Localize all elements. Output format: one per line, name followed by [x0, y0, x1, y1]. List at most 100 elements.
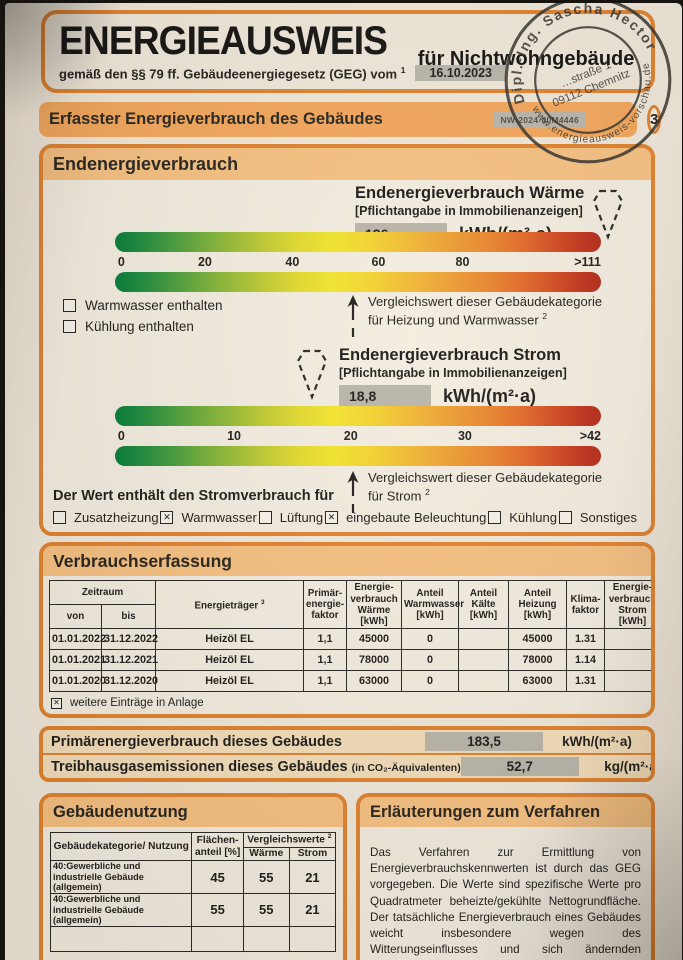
col-header-ev-strom: Energie-verbrauch Strom [kWh]	[604, 580, 651, 630]
waerme-scale-bar-top	[115, 232, 601, 253]
scale-tick: 20	[197, 255, 212, 270]
col-header-von: von	[49, 604, 102, 630]
section-banner: Erfasster Energieverbrauch des Gebäudes …	[39, 102, 637, 138]
certificate-page: Dipl.-Ing. Sascha Hector www.energieausw…	[5, 3, 682, 960]
treibhausgasemissionen-value: 52,7	[460, 757, 579, 777]
strom-value-block: Endenergieverbrauch Strom [Pflichtangabe…	[339, 346, 567, 408]
stromverbrauch-options: Zusatzheizung ✕ Warmwasser Lüftung ✕ ein…	[53, 510, 637, 525]
waerme-note: [Pflichtangabe in Immobilienanzeigen]	[355, 204, 583, 219]
checkbox-icon	[53, 511, 66, 525]
waerme-value-marker-icon	[592, 190, 624, 241]
scale-tick: 60	[371, 255, 386, 270]
up-arrow-icon	[347, 295, 359, 338]
scale-tick: 80	[455, 255, 470, 270]
stromverbrauch-heading: Der Wert enthält den Stromverbrauch für	[53, 488, 334, 505]
checkbox-icon: ✕	[325, 511, 339, 525]
strom-compare: Vergleichswert dieser Gebäudekategorie f…	[346, 470, 602, 514]
verbrauchserfassung-heading: Verbrauchserfassung	[43, 546, 651, 577]
up-arrow-icon	[347, 471, 359, 514]
scale-tick: 30	[457, 429, 472, 444]
table-row	[49, 925, 337, 952]
endenergieverbrauch-content: Endenergieverbrauch Wärme [Pflichtangabe…	[43, 180, 651, 532]
gebaeudenutzung-table: Gebäudekategorie/ Nutzung Flächen-anteil…	[49, 832, 337, 952]
col-header-anteil-kaelte: Anteil Kälte [kWh]	[458, 580, 509, 630]
checkbox-icon	[258, 511, 272, 525]
checkbox-warmwasser: ✕ Warmwasser	[160, 510, 257, 525]
col-header-anteil-warmwasser: Anteil Warmwasser [kWh]	[401, 580, 464, 630]
waerme-scale: 0 20 40 60 80 >111	[115, 232, 601, 293]
strom-scale-bar-bottom	[115, 446, 601, 467]
table-row: 01.01.2020 31.12.2020 Heizöl EL 1,1 63000 0…	[49, 670, 651, 693]
summary-section: Primärenergieverbrauch dieses Gebäudes 1…	[39, 726, 655, 783]
scale-tick: 40	[285, 255, 300, 270]
col-header-klimafaktor: Klima-faktor	[566, 580, 605, 630]
waerme-compare-text: Vergleichswert dieser Gebäudekategorie f…	[368, 294, 603, 327]
checkbox-lueftung: Lüftung	[258, 510, 323, 525]
verbrauchserfassung-section: Verbrauchserfassung Zeitraum Energieträg…	[39, 542, 655, 719]
table-row: 01.01.2022 31.12.2022 Heizöl EL 1,1 45000 0…	[49, 628, 651, 651]
section-banner-row: Erfasster Energieverbrauch des Gebäudes …	[39, 102, 662, 138]
scale-tick: 10	[227, 429, 242, 444]
waerme-compare: Vergleichswert dieser Gebäudekategorie f…	[346, 294, 602, 338]
scale-tick: 20	[343, 429, 358, 444]
col-header-waerme: Wärme	[242, 847, 290, 862]
issue-date: 16.10.2023	[415, 65, 506, 82]
col-header-vergleichswerte: Vergleichswerte 2	[242, 832, 337, 849]
document-type-suffix: für Nichtwohngebäude	[417, 48, 635, 70]
title-box: ENERGIEAUSWEIS für Nichtwohngebäude gemä…	[41, 10, 655, 94]
erlaeuterungen-section: Erläuterungen zum Verfahren Das Verfahre…	[356, 793, 655, 960]
checkbox-icon	[63, 320, 76, 334]
section-banner-title: Erfasster Energieverbrauch des Gebäudes	[49, 110, 383, 129]
treibhausgasemissionen-unit: kg/(m²·a)	[604, 759, 651, 775]
primaerenergieverbrauch-unit: kWh/(m²·a)	[562, 734, 632, 750]
table-row: 40:Gewerbliche und industrielle Gebäude …	[49, 892, 337, 927]
bottom-row: Gebäudenutzung Gebäudekategorie/ Nutzung…	[39, 793, 655, 960]
primaerenergieverbrauch-value: 183,5	[425, 732, 543, 752]
gebaeudenutzung-section: Gebäudenutzung Gebäudekategorie/ Nutzung…	[39, 793, 347, 960]
strom-note: [Pflichtangabe in Immobilienanzeigen]	[339, 366, 567, 381]
checkbox-icon	[63, 299, 76, 313]
col-header-strom: Strom	[288, 847, 337, 862]
scale-tick-max: >111	[574, 255, 601, 270]
document-title: ENERGIEAUSWEIS	[59, 19, 388, 63]
table-row: 40:Gewerbliche und industrielle Gebäude …	[49, 860, 337, 894]
strom-scale-ticks: 0 10 20 30 >42	[115, 426, 601, 446]
strom-value: 18,8	[339, 385, 431, 408]
checkbox-sonstiges: Sonstiges	[558, 510, 637, 525]
col-header-energietraeger: Energieträger 3	[155, 580, 304, 630]
strom-unit: kWh/(m²·a)	[443, 385, 536, 406]
endenergieverbrauch-section: Endenergieverbrauch Endenergieverbrauch …	[39, 144, 655, 537]
waerme-scale-ticks: 0 20 40 60 80 >111	[115, 252, 601, 272]
col-header-bis: bis	[101, 604, 156, 630]
scale-tick: 0	[117, 429, 125, 444]
strom-value-marker-icon	[296, 350, 328, 401]
checkbox-zusatzheizung: Zusatzheizung	[53, 510, 159, 525]
primaerenergieverbrauch-label: Primärenergieverbrauch dieses Gebäudes	[51, 733, 342, 750]
strom-scale-bar-top	[115, 406, 601, 427]
scale-tick-max: >42	[579, 429, 601, 444]
verbrauchserfassung-table: Zeitraum Energieträger 3 Primär-energie-…	[49, 580, 651, 693]
waerme-scale-bar-bottom	[115, 272, 601, 293]
table-row: 01.01.2021 31.12.2021 Heizöl EL 1,1 78000 0…	[49, 649, 651, 672]
checkbox-kuehlung: Kühlung	[488, 510, 557, 525]
col-header-anteil-heizung: Anteil Heizung [kWh]	[508, 580, 567, 630]
waerme-includes: Warmwasser enthalten Kühlung enthalten	[63, 298, 223, 334]
col-header-pef: Primär-energie-faktor	[303, 580, 347, 630]
treibhausgasemissionen-row: Treibhausgasemissionen dieses Gebäudes (…	[43, 753, 651, 779]
gebaeudenutzung-heading: Gebäudenutzung	[43, 797, 343, 828]
erlaeuterungen-heading: Erläuterungen zum Verfahren	[360, 797, 651, 828]
checkbox-weitere-eintraege: ✕ weitere Einträge in Anlage	[43, 694, 651, 714]
checkbox-warmwasser-enthalten: Warmwasser enthalten	[63, 298, 223, 313]
strom-title: Endenergieverbrauch Strom	[339, 346, 561, 365]
col-header-zeitraum: Zeitraum	[49, 580, 156, 606]
checkbox-icon: ✕	[160, 511, 174, 525]
primaerenergieverbrauch-row: Primärenergieverbrauch dieses Gebäudes 1…	[43, 730, 651, 754]
checkbox-icon	[558, 511, 572, 525]
col-header-ev-waerme: Energie-verbrauch Wärme [kWh]	[346, 580, 402, 630]
waerme-title: Endenergieverbrauch Wärme	[355, 184, 585, 203]
erlaeuterungen-text: Das Verfahren zur Ermittlung von Energie…	[370, 846, 641, 960]
treibhausgasemissionen-label: Treibhausgasemissionen dieses Gebäudes (…	[51, 758, 461, 775]
checkbox-icon	[488, 511, 502, 525]
scale-tick: 0	[117, 255, 125, 270]
